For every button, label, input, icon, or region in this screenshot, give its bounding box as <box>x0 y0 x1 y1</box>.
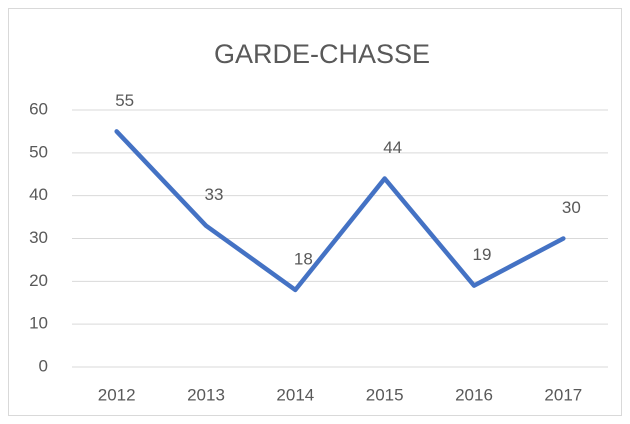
data-label: 30 <box>562 198 581 217</box>
y-tick-label: 40 <box>29 185 48 204</box>
data-label: 44 <box>383 138 402 157</box>
data-label: 55 <box>115 91 134 110</box>
data-label: 19 <box>473 245 492 264</box>
x-tick-label: 2013 <box>187 385 225 404</box>
y-tick-label: 20 <box>29 271 48 290</box>
x-tick-label: 2017 <box>544 385 582 404</box>
line <box>114 129 566 293</box>
x-tick-label: 2012 <box>98 385 136 404</box>
x-tick-label: 2015 <box>366 385 404 404</box>
data-label: 33 <box>205 185 224 204</box>
x-tick-label: 2016 <box>455 385 493 404</box>
y-tick-label: 50 <box>29 142 48 161</box>
y-tick-label: 0 <box>39 356 48 375</box>
y-tick-label: 10 <box>29 314 48 333</box>
x-tick-label: 2014 <box>276 385 314 404</box>
data-label: 18 <box>294 249 313 268</box>
y-tick-label: 30 <box>29 228 48 247</box>
chart-border <box>8 8 622 416</box>
chart-title: GARDE-CHASSE <box>214 39 430 69</box>
y-tick-label: 60 <box>29 99 48 118</box>
